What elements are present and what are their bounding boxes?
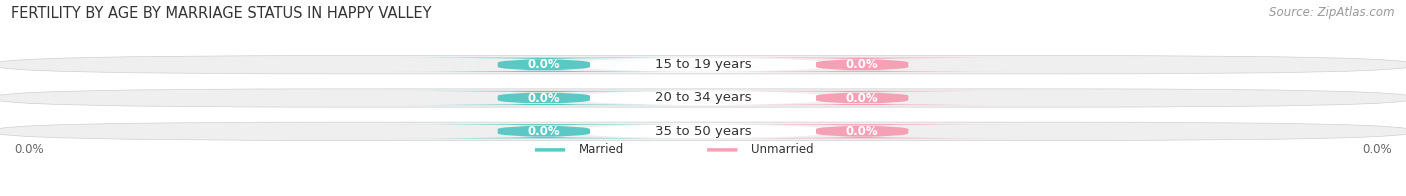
FancyBboxPatch shape: [707, 148, 738, 152]
FancyBboxPatch shape: [384, 91, 704, 105]
Text: 0.0%: 0.0%: [846, 92, 879, 104]
Text: Married: Married: [579, 143, 624, 156]
FancyBboxPatch shape: [0, 122, 1406, 140]
Text: 0.0%: 0.0%: [14, 143, 44, 156]
FancyBboxPatch shape: [534, 148, 565, 152]
FancyBboxPatch shape: [384, 58, 704, 72]
Text: 0.0%: 0.0%: [846, 58, 879, 71]
Text: 0.0%: 0.0%: [1362, 143, 1392, 156]
Text: 15 to 19 years: 15 to 19 years: [655, 58, 751, 71]
Text: 20 to 34 years: 20 to 34 years: [655, 92, 751, 104]
Text: Unmarried: Unmarried: [751, 143, 814, 156]
FancyBboxPatch shape: [702, 124, 1022, 138]
FancyBboxPatch shape: [702, 91, 1022, 105]
FancyBboxPatch shape: [0, 56, 1406, 74]
FancyBboxPatch shape: [555, 57, 851, 73]
Text: 0.0%: 0.0%: [527, 92, 560, 104]
Text: 0.0%: 0.0%: [846, 125, 879, 138]
FancyBboxPatch shape: [555, 123, 851, 139]
Text: 0.0%: 0.0%: [527, 125, 560, 138]
Text: Source: ZipAtlas.com: Source: ZipAtlas.com: [1270, 6, 1395, 19]
FancyBboxPatch shape: [702, 58, 1022, 72]
FancyBboxPatch shape: [0, 89, 1406, 107]
FancyBboxPatch shape: [384, 124, 704, 138]
FancyBboxPatch shape: [555, 90, 851, 106]
Text: 35 to 50 years: 35 to 50 years: [655, 125, 751, 138]
Text: FERTILITY BY AGE BY MARRIAGE STATUS IN HAPPY VALLEY: FERTILITY BY AGE BY MARRIAGE STATUS IN H…: [11, 6, 432, 21]
Text: 0.0%: 0.0%: [527, 58, 560, 71]
